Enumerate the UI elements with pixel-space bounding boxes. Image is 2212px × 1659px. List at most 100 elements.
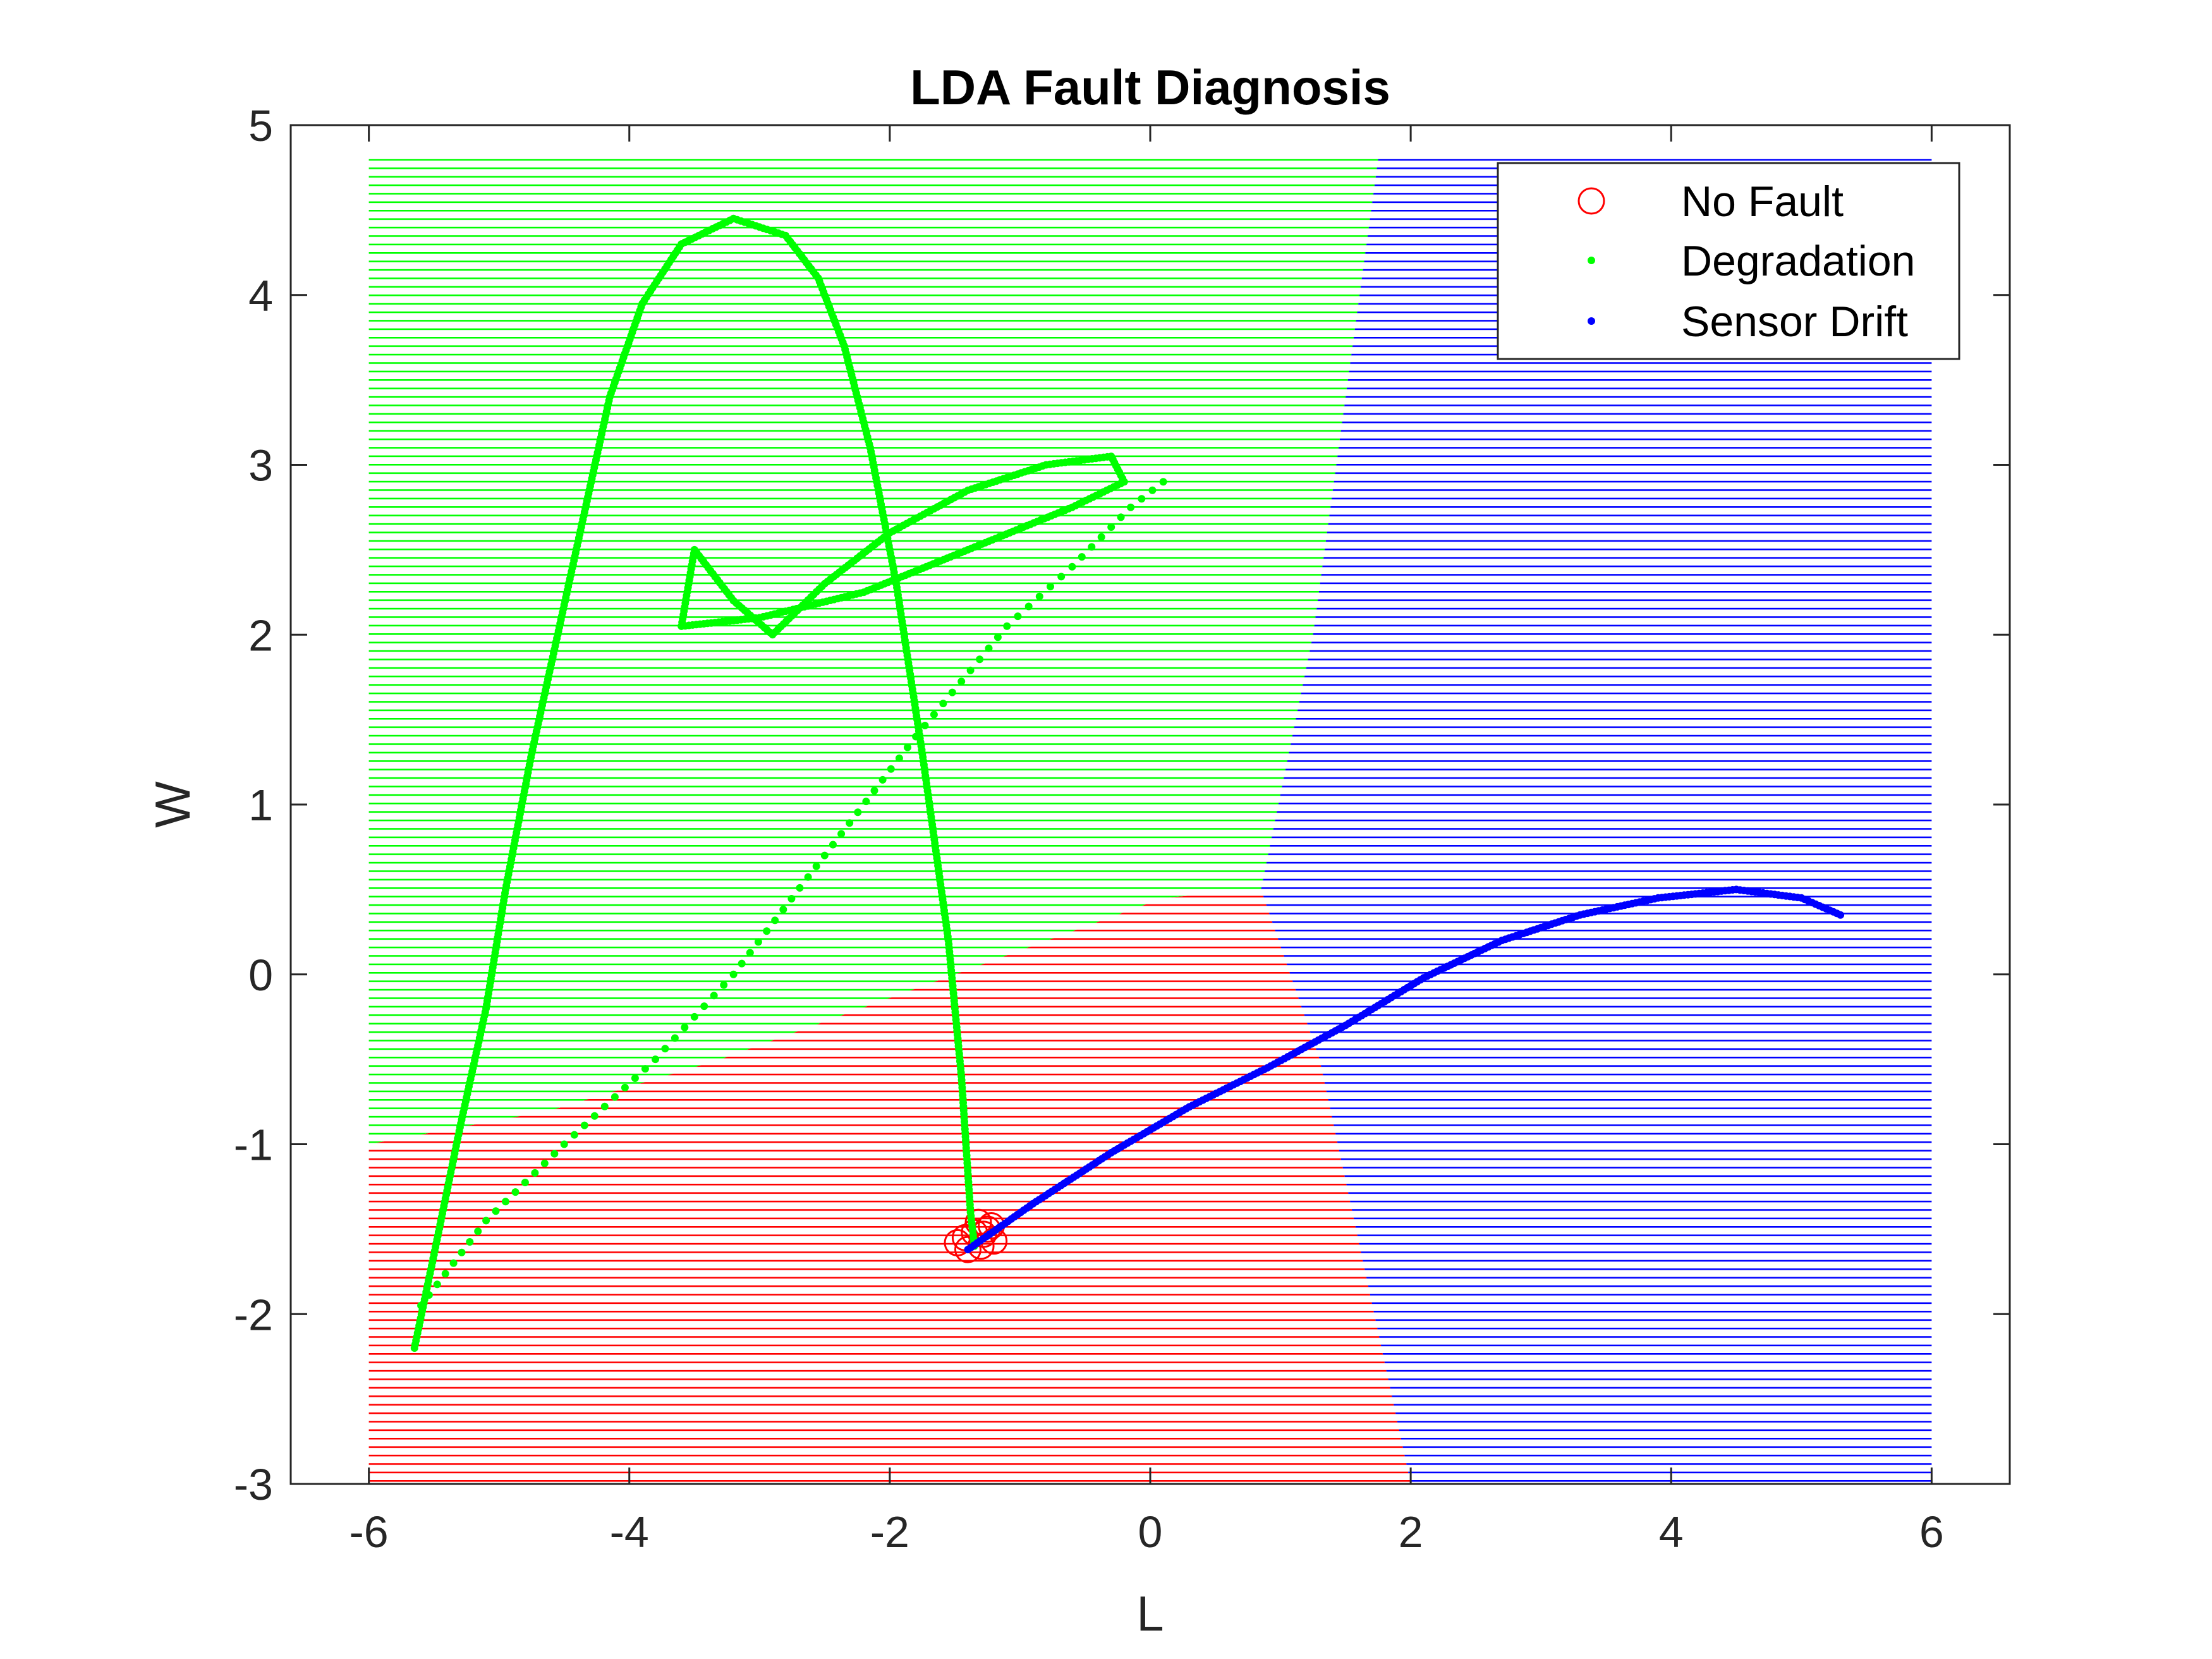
degradation-point	[878, 775, 887, 784]
region-no-fault	[368, 889, 1411, 1484]
degradation-point	[763, 927, 771, 935]
degradation-point	[829, 841, 837, 849]
region-degradation	[368, 159, 1378, 1145]
degradation-point	[652, 1055, 659, 1064]
degradation-point	[502, 1198, 509, 1206]
degradation-point	[466, 1238, 474, 1246]
degradation-point	[511, 1188, 520, 1196]
degradation-point	[820, 851, 829, 860]
degradation-point	[590, 1112, 599, 1120]
degradation-point	[895, 754, 903, 762]
x-tick-label: -6	[349, 1507, 389, 1557]
no-fault-point	[954, 1236, 981, 1263]
degradation-point	[904, 743, 911, 751]
legend-marker-no-fault	[1577, 187, 1605, 215]
degradation-point	[1107, 523, 1115, 531]
degradation-point	[787, 895, 796, 902]
degradation-point	[854, 808, 862, 817]
degradation-point	[1014, 612, 1022, 621]
legend: No Fault Degradation Sensor Drift	[1497, 162, 1960, 360]
degradation-point	[1068, 562, 1076, 571]
y-tick-label: 0	[248, 951, 273, 1000]
degradation-point	[1148, 486, 1157, 494]
degradation-point	[837, 830, 846, 838]
degradation-point	[1057, 573, 1066, 581]
degradation-point	[720, 981, 728, 989]
degradation-point	[560, 1140, 568, 1148]
degradation-point	[1159, 478, 1167, 486]
degradation-point	[1088, 543, 1096, 551]
x-tick-label: 6	[1919, 1507, 1944, 1557]
degradation-point	[994, 633, 1002, 641]
degradation-point	[966, 666, 975, 674]
degradation-point	[580, 1121, 588, 1129]
degradation-point	[976, 655, 984, 664]
degradation-point	[912, 732, 920, 741]
legend-label-degradation: Degradation	[1681, 237, 1915, 285]
degradation-point	[417, 1301, 425, 1310]
degradation-point	[1047, 583, 1054, 591]
degradation-point	[671, 1034, 679, 1042]
degradation-point	[754, 938, 762, 946]
degradation-point	[779, 906, 787, 914]
degradation-point	[661, 1045, 669, 1053]
degradation-point	[474, 1227, 482, 1236]
degradation-point	[611, 1093, 619, 1101]
degradation-point	[1024, 602, 1033, 611]
x-axis-label: L	[1136, 1586, 1164, 1641]
legend-marker-degradation	[1588, 257, 1595, 264]
x-tick-label: -4	[610, 1507, 649, 1557]
y-tick-label: -3	[234, 1460, 273, 1509]
degradation-point	[921, 722, 929, 729]
series-degradation	[410, 214, 1167, 1352]
degradation-point	[948, 688, 956, 696]
degradation-point	[441, 1270, 449, 1278]
series-sensor-drift	[964, 885, 1845, 1254]
data-series	[410, 214, 1845, 1352]
degradation-point	[985, 644, 993, 652]
degradation-point	[804, 873, 812, 881]
legend-box	[1497, 162, 1960, 360]
degradation-point	[1003, 622, 1011, 630]
degradation-point	[812, 862, 820, 870]
degradation-point	[521, 1179, 529, 1186]
y-tick-label: 5	[248, 101, 273, 150]
x-axis-tick-labels: -6 -4 -2 0 2 4 6	[349, 1507, 1944, 1557]
degradation-point	[425, 1291, 433, 1299]
x-tick-label: 4	[1659, 1507, 1684, 1557]
degradation-point	[1127, 503, 1135, 511]
degradation-point	[887, 765, 895, 773]
x-tick-label: 2	[1399, 1507, 1423, 1557]
sensor-drift-point	[1837, 911, 1845, 919]
y-axis-tick-labels: -3 -2 -1 0 1 2 3 4 5	[234, 101, 273, 1509]
degradation-point	[939, 700, 947, 708]
degradation-point	[449, 1259, 458, 1267]
no-fault-point	[964, 1208, 992, 1236]
degradation-point	[1138, 495, 1146, 503]
degradation-point	[641, 1065, 649, 1073]
degradation-point	[621, 1083, 629, 1091]
degradation-point	[738, 959, 746, 968]
degradation-point	[600, 1102, 609, 1110]
chart-title: LDA Fault Diagnosis	[910, 59, 1390, 115]
degradation-point	[492, 1207, 500, 1215]
axis-ticks	[291, 124, 2010, 1485]
degradation-point	[710, 992, 718, 1000]
degradation-point	[729, 970, 738, 978]
degradation-point	[690, 1012, 698, 1021]
degradation-point	[700, 1002, 708, 1011]
degradation-point	[531, 1169, 539, 1177]
degradation-point	[1078, 553, 1086, 561]
legend-marker-sensor-drift	[1588, 317, 1595, 325]
degradation-point	[870, 787, 878, 794]
degradation-point	[930, 710, 938, 719]
degradation-point	[796, 884, 804, 892]
y-tick-label: 4	[248, 271, 273, 320]
degradation-point	[678, 622, 686, 630]
legend-label-sensor-drift: Sensor Drift	[1681, 298, 1908, 346]
degradation-point	[433, 1280, 441, 1289]
degradation-point	[957, 678, 966, 686]
degradation-point	[771, 916, 779, 925]
degradation-point	[846, 819, 854, 827]
